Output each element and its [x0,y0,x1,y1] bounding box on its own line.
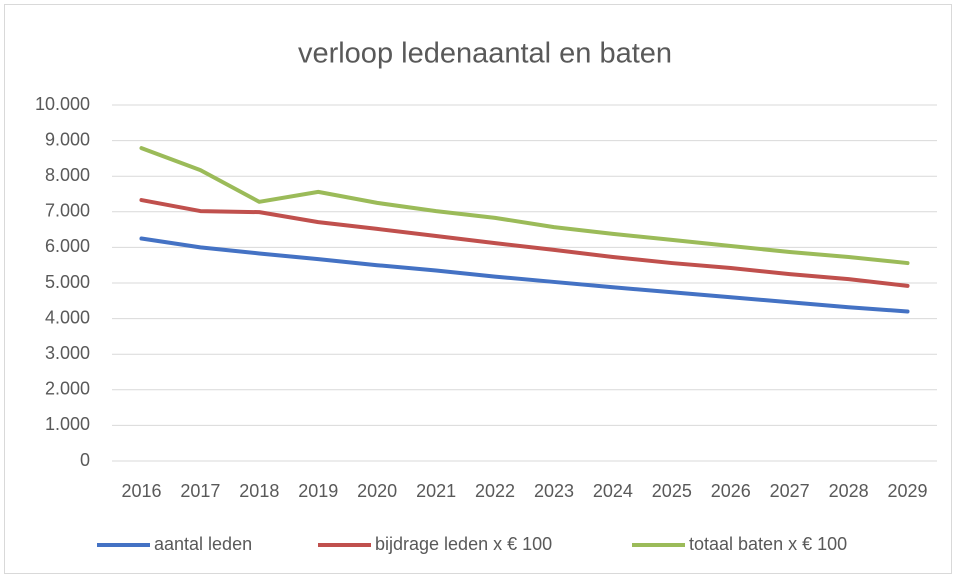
y-tick-label: 0 [80,450,90,470]
x-tick-label: 2019 [298,481,338,501]
y-tick-label: 8.000 [45,165,90,185]
x-tick-label: 2023 [534,481,574,501]
y-tick-label: 1.000 [45,414,90,434]
y-tick-label: 7.000 [45,201,90,221]
x-tick-label: 2029 [888,481,928,501]
y-tick-label: 3.000 [45,343,90,363]
x-tick-label: 2027 [770,481,810,501]
y-tick-label: 10.000 [35,94,90,114]
x-tick-label: 2024 [593,481,633,501]
y-tick-label: 4.000 [45,307,90,327]
legend-label: totaal baten x € 100 [689,534,847,554]
x-tick-label: 2026 [711,481,751,501]
x-tick-label: 2016 [121,481,161,501]
x-tick-label: 2028 [829,481,869,501]
y-tick-label: 6.000 [45,236,90,256]
y-tick-label: 2.000 [45,379,90,399]
data-line [139,236,910,314]
chart-frame [4,4,952,574]
legend-label: aantal leden [154,534,252,554]
x-tick-label: 2025 [652,481,692,501]
x-tick-label: 2020 [357,481,397,501]
data-line [139,146,910,266]
chart-title: verloop ledenaantal en baten [298,38,672,70]
y-tick-label: 9.000 [45,129,90,149]
legend-label: bijdrage leden x € 100 [375,534,552,554]
x-tick-label: 2017 [180,481,220,501]
x-tick-label: 2021 [416,481,456,501]
y-tick-label: 5.000 [45,272,90,292]
x-tick-label: 2022 [475,481,515,501]
data-line [139,198,910,288]
x-tick-label: 2018 [239,481,279,501]
